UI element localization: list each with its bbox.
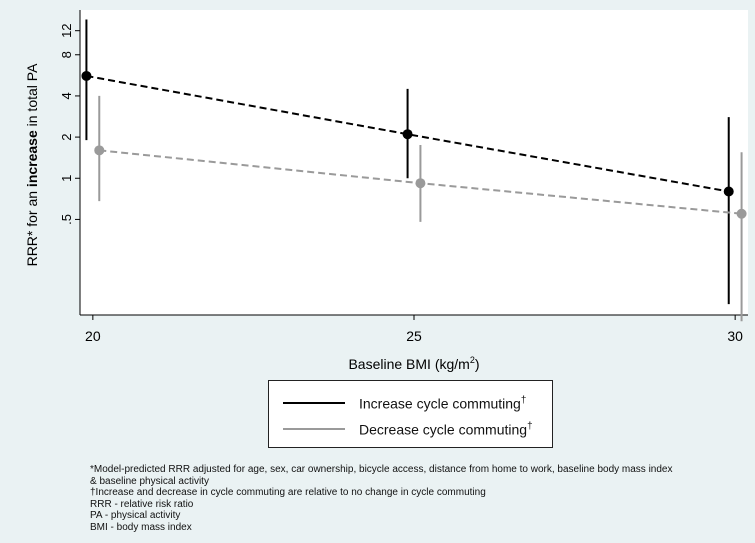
plot-area bbox=[80, 10, 748, 315]
x-axis-label: Baseline BMI (kg/m2) bbox=[348, 355, 479, 372]
data-point bbox=[81, 70, 92, 81]
x-tick-label: 30 bbox=[727, 328, 743, 344]
y-tick-label: 4 bbox=[59, 92, 74, 99]
data-point bbox=[736, 208, 747, 219]
footnote-1-cont: & baseline physical activity bbox=[90, 475, 209, 487]
y-tick-label: 2 bbox=[59, 133, 74, 140]
legend-item-decrease: Decrease cycle commuting† bbox=[283, 419, 533, 439]
footnote-3: RRR - relative risk ratio bbox=[90, 498, 194, 510]
footnote-2: †Increase and decrease in cycle commutin… bbox=[90, 487, 486, 499]
legend-swatch-increase bbox=[283, 402, 345, 404]
x-tick-label: 25 bbox=[406, 328, 422, 344]
legend-label-increase: Increase cycle commuting† bbox=[359, 394, 527, 412]
y-tick-label: 1 bbox=[59, 175, 74, 182]
y-axis-label: RRR* for an increase in total PA bbox=[24, 63, 40, 267]
data-point bbox=[94, 145, 105, 156]
chart-marks bbox=[81, 19, 747, 322]
x-tick-label: 20 bbox=[85, 328, 101, 344]
data-point bbox=[723, 186, 734, 197]
y-tick-label: 8 bbox=[59, 51, 74, 58]
legend-swatch-decrease bbox=[283, 428, 345, 430]
series-line-0 bbox=[86, 74, 729, 193]
footnotes: *Model-predicted RRR adjusted for age, s… bbox=[90, 464, 755, 534]
data-point bbox=[402, 129, 413, 140]
footnote-1: *Model-predicted RRR adjusted for age, s… bbox=[90, 464, 673, 475]
legend-label-decrease: Decrease cycle commuting† bbox=[359, 420, 533, 438]
legend: Increase cycle commuting† Decrease cycle… bbox=[268, 380, 553, 448]
footnote-4: PA - physical activity bbox=[90, 510, 181, 522]
y-tick-label: .5 bbox=[59, 214, 74, 225]
data-point bbox=[415, 178, 426, 189]
footnote-5: BMI - body mass index bbox=[90, 521, 192, 533]
legend-item-increase: Increase cycle commuting† bbox=[283, 393, 526, 413]
y-tick-label: 12 bbox=[59, 23, 74, 37]
